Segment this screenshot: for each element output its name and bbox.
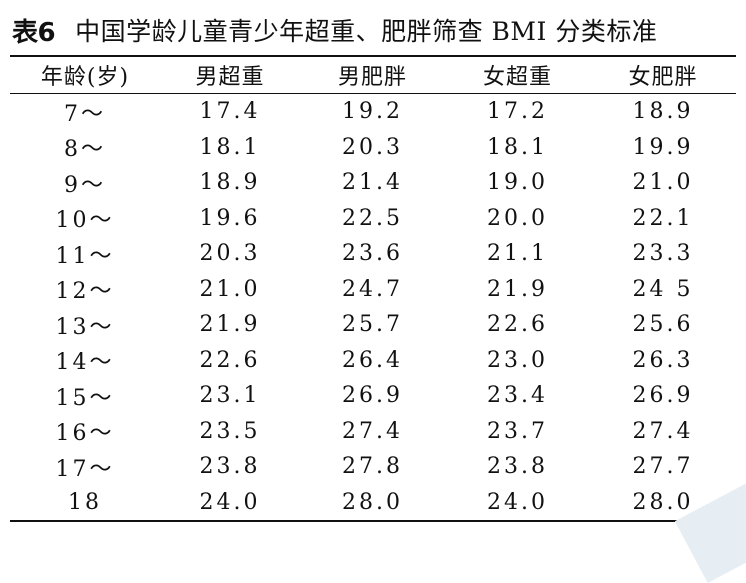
cell-female-overweight: 23.8	[487, 454, 548, 480]
bmi-table: 年龄(岁) 男超重 男肥胖 女超重 女肥胖	[10, 57, 736, 93]
cell-female-overweight: 23.0	[487, 347, 548, 373]
bmi-table-container: 年龄(岁) 男超重 男肥胖 女超重 女肥胖 7～ 17.4 19.2 17.2 18.9…	[10, 55, 736, 522]
table-row: 18 24.0 28.0 24.0 28.0	[10, 485, 736, 521]
table-row: 9～ 18.9 21.4 19.0 21.0	[10, 165, 736, 201]
header-row: 年龄(岁) 男超重 男肥胖 女超重 女肥胖	[10, 57, 736, 93]
cell-female-obese: 26.9	[632, 383, 694, 409]
cell-female-obese: 28.0	[632, 489, 694, 515]
cell-male-overweight: 17.4	[199, 99, 261, 125]
cell-female-overweight: 23.4	[487, 383, 548, 409]
cell-female-obese: 25.6	[632, 312, 694, 338]
cell-male-overweight: 19.6	[199, 205, 261, 231]
cell-age: 10～	[55, 208, 115, 234]
cell-male-overweight: 21.0	[199, 276, 261, 302]
cell-male-overweight: 18.9	[199, 170, 261, 196]
cell-female-obese: 27.4	[632, 418, 694, 444]
cell-male-obese: 21.4	[342, 170, 403, 196]
cell-female-overweight: 22.6	[487, 312, 548, 338]
table-row: 15～ 23.1 26.9 23.4 26.9	[10, 378, 736, 414]
table-row: 13～ 21.9 25.7 22.6 25.6	[10, 307, 736, 343]
cell-male-overweight: 18.1	[199, 134, 261, 160]
cell-female-overweight: 21.1	[487, 241, 548, 267]
cell-male-overweight: 23.1	[199, 383, 261, 409]
cell-male-overweight: 23.8	[199, 454, 261, 480]
header-rule	[10, 93, 736, 94]
cell-male-overweight: 21.9	[199, 312, 261, 338]
cell-male-obese: 24.7	[342, 276, 403, 302]
table-title: 中国学龄儿童青少年超重、肥胖筛查 BMI 分类标准	[75, 17, 658, 46]
bmi-table-body: 7～ 17.4 19.2 17.2 18.9 8～ 18.1 20.3 18.1 19.9 9～ 18…	[10, 94, 736, 520]
table-number: 表6	[12, 17, 56, 48]
cell-age: 16～	[55, 421, 115, 447]
cell-male-obese: 27.4	[342, 418, 403, 444]
cell-age: 8～	[64, 137, 106, 163]
cell-female-obese: 22.1	[632, 205, 694, 231]
cell-male-overweight: 22.6	[199, 347, 261, 373]
cell-age: 15～	[55, 385, 115, 411]
cell-female-overweight: 24.0	[487, 489, 548, 515]
header-age: 年龄(岁)	[40, 65, 130, 90]
cell-male-obese: 23.6	[342, 241, 403, 267]
header-female-obese: 女肥胖	[628, 65, 698, 90]
cell-male-obese: 26.9	[342, 383, 403, 409]
cell-age: 12～	[55, 279, 115, 305]
cell-female-obese: 23.3	[632, 241, 694, 267]
table-header: 年龄(岁) 男超重 男肥胖 女超重 女肥胖	[10, 57, 736, 93]
cell-female-obese: 18.9	[632, 99, 694, 125]
cell-female-overweight: 21.9	[487, 276, 548, 302]
table-row: 17～ 23.8 27.8 23.8 27.7	[10, 449, 736, 485]
cell-age: 17～	[55, 456, 115, 482]
table-row: 14～ 22.6 26.4 23.0 26.3	[10, 343, 736, 379]
cell-female-overweight: 19.0	[487, 170, 548, 196]
cell-female-overweight: 17.2	[487, 99, 548, 125]
table-row: 11～ 20.3 23.6 21.1 23.3	[10, 236, 736, 272]
cell-age: 9～	[64, 172, 106, 198]
table-body: 7～ 17.4 19.2 17.2 18.9 8～ 18.1 20.3 18.1 19.9 9～ 18…	[10, 94, 736, 520]
cell-male-overweight: 24.0	[199, 489, 261, 515]
cell-male-obese: 25.7	[342, 312, 403, 338]
top-rule	[10, 55, 736, 57]
table-row: 10～ 19.6 22.5 20.0 22.1	[10, 201, 736, 237]
cell-male-overweight: 23.5	[199, 418, 261, 444]
cell-male-obese: 19.2	[342, 99, 403, 125]
cell-female-obese: 26.3	[632, 347, 694, 373]
cell-male-obese: 20.3	[342, 134, 403, 160]
cell-male-obese: 27.8	[342, 454, 403, 480]
cell-age: 7～	[64, 101, 106, 127]
cell-female-obese: 24 5	[632, 276, 694, 302]
cell-age: 14～	[55, 350, 115, 376]
cell-age: 11～	[55, 243, 115, 269]
cell-age: 13～	[55, 314, 115, 340]
bottom-rule	[10, 520, 736, 522]
cell-male-obese: 28.0	[342, 489, 403, 515]
table-row: 7～ 17.4 19.2 17.2 18.9	[10, 94, 736, 130]
cell-female-overweight: 20.0	[487, 205, 548, 231]
header-male-obese: 男肥胖	[337, 65, 407, 90]
table-caption: 表6 中国学龄儿童青少年超重、肥胖筛查 BMI 分类标准	[12, 12, 657, 48]
cell-male-overweight: 20.3	[199, 241, 261, 267]
cell-age: 18	[68, 489, 102, 515]
cell-female-overweight: 23.7	[487, 418, 548, 444]
cell-female-obese: 21.0	[632, 170, 694, 196]
cell-male-obese: 22.5	[342, 205, 403, 231]
table-row: 8～ 18.1 20.3 18.1 19.9	[10, 130, 736, 166]
cell-male-obese: 26.4	[342, 347, 403, 373]
cell-female-obese: 19.9	[632, 134, 694, 160]
table-row: 16～ 23.5 27.4 23.7 27.4	[10, 414, 736, 450]
table-row: 12～ 21.0 24.7 21.9 24 5	[10, 272, 736, 308]
header-male-overweight: 男超重	[195, 65, 265, 90]
header-female-overweight: 女超重	[482, 65, 552, 90]
cell-female-overweight: 18.1	[487, 134, 548, 160]
cell-female-obese: 27.7	[632, 454, 694, 480]
